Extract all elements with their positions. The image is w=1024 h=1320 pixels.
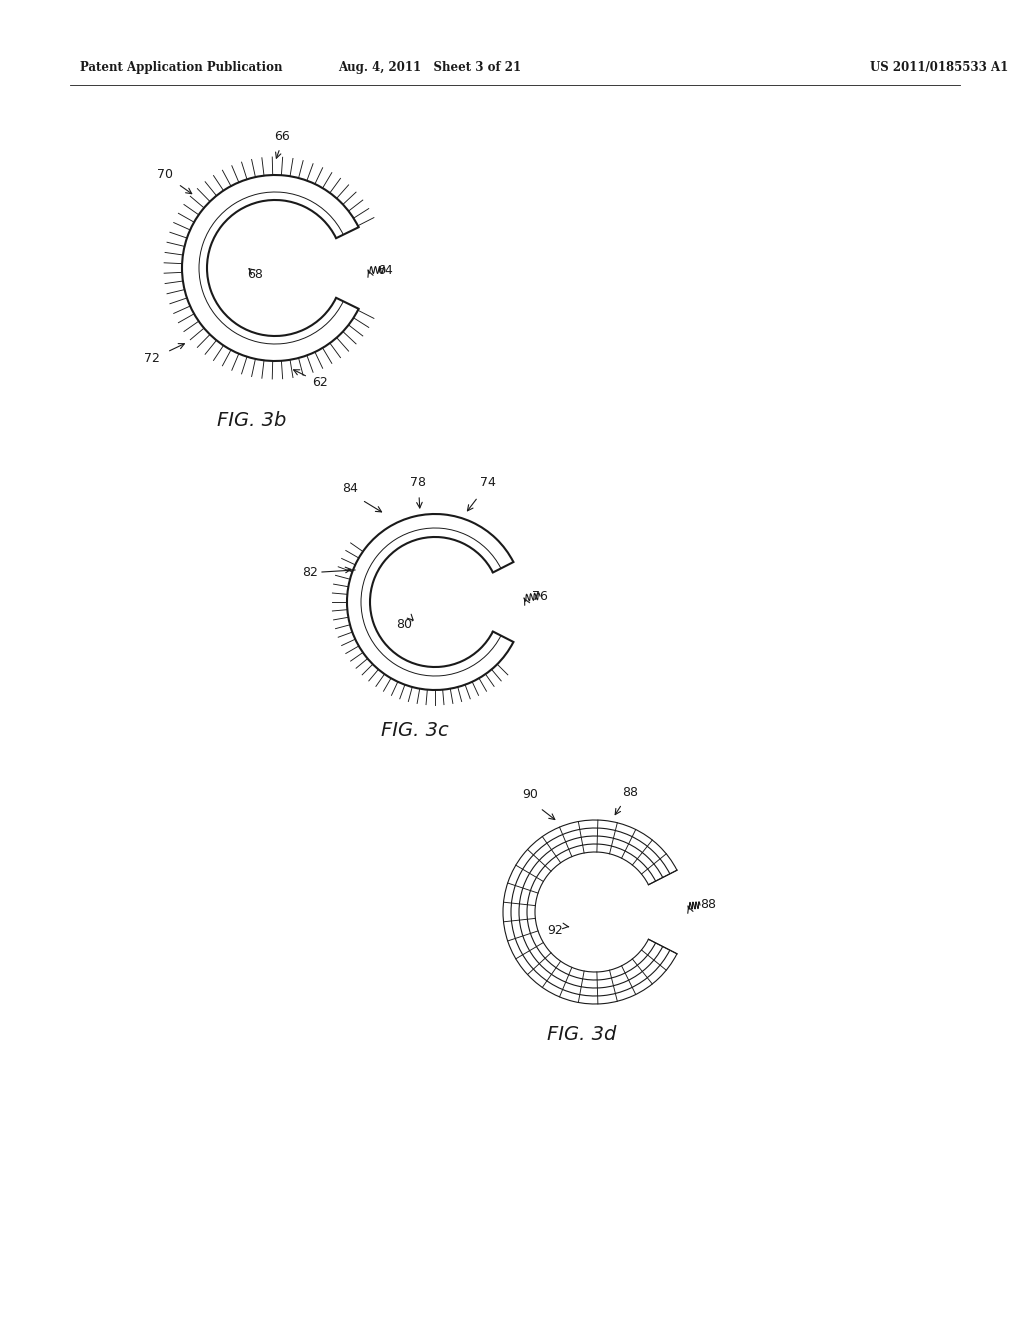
Text: FIG. 3d: FIG. 3d: [547, 1026, 616, 1044]
Text: 88: 88: [700, 899, 716, 912]
Text: 72: 72: [144, 351, 160, 364]
Text: US 2011/0185533 A1: US 2011/0185533 A1: [870, 62, 1009, 74]
Text: 78: 78: [410, 475, 426, 488]
Text: 82: 82: [302, 565, 318, 578]
Text: 90: 90: [522, 788, 538, 801]
Text: 74: 74: [480, 475, 496, 488]
Text: 66: 66: [274, 131, 290, 144]
Text: FIG. 3c: FIG. 3c: [381, 721, 449, 739]
Text: Patent Application Publication: Patent Application Publication: [80, 62, 283, 74]
Text: 62: 62: [312, 375, 328, 388]
Text: 88: 88: [622, 785, 638, 799]
Text: 68: 68: [247, 268, 263, 281]
Text: FIG. 3b: FIG. 3b: [217, 411, 287, 429]
Text: 80: 80: [396, 618, 412, 631]
Text: 76: 76: [532, 590, 548, 602]
Text: 70: 70: [157, 169, 173, 181]
Text: 64: 64: [377, 264, 393, 276]
Text: Aug. 4, 2011   Sheet 3 of 21: Aug. 4, 2011 Sheet 3 of 21: [339, 62, 521, 74]
Text: 92: 92: [547, 924, 563, 936]
Text: 84: 84: [342, 482, 358, 495]
